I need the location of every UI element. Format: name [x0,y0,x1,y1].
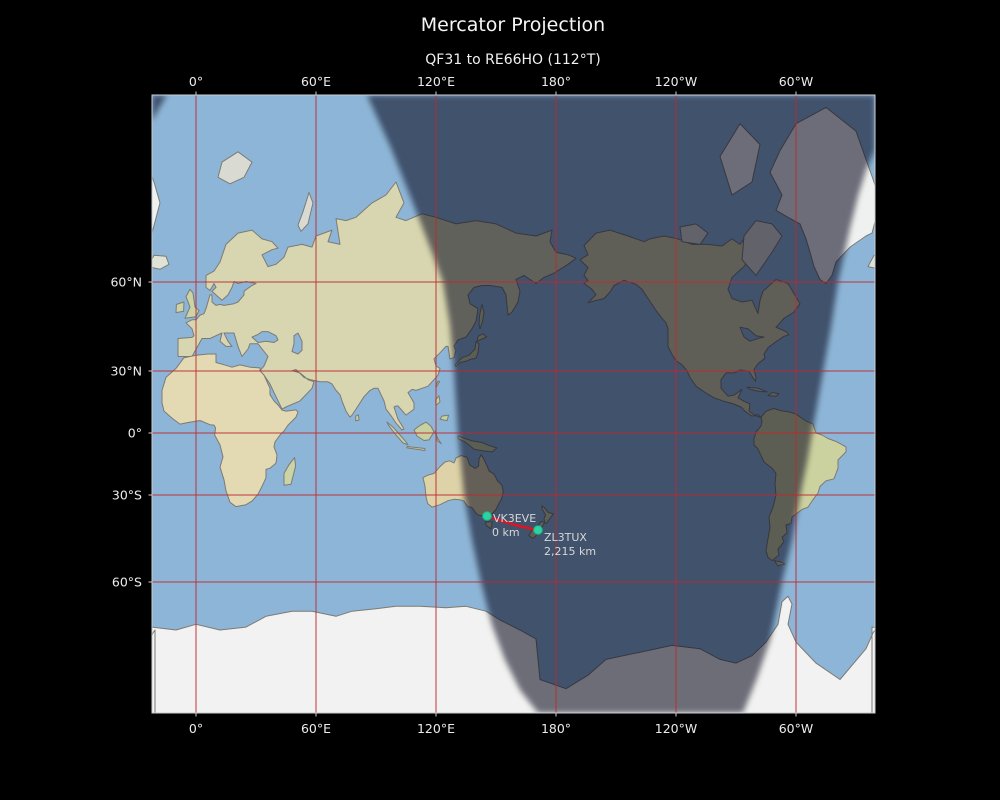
left-tick-label: 60°S [112,575,142,590]
bottom-tick-label: 60°E [301,721,331,736]
left-tick-label: 30°N [110,364,142,379]
top-tick-label: 60°W [779,74,814,89]
left-tick-label: 0° [128,426,142,441]
land-mindanao [439,414,450,422]
station-callsign-label: VK3EVE [493,512,536,525]
land-borneo [413,421,435,441]
land-iceland [152,254,875,270]
station-distance-label: 2,215 km [544,545,596,558]
figure-subtitle: QF31 to RE66HO (112°T) [425,52,601,68]
lake-caspian-sea [291,332,303,355]
top-tick-label: 180° [541,74,571,89]
land-ireland [175,301,185,314]
station-marker-vk3eve [482,511,492,521]
bottom-tick-label: 60°W [779,721,814,736]
left-tick-label: 30°S [112,488,142,503]
lake-black-sea [251,331,279,343]
night-overlay [152,95,875,713]
land-novaya-zemlya [297,192,314,232]
figure-title: Mercator Projection [420,14,606,36]
bottom-tick-label: 180° [541,721,571,736]
land-sri-lanka [355,414,360,422]
top-tick-label: 120°E [417,74,455,89]
graticule [152,95,875,713]
top-tick-label: 0° [189,74,203,89]
left-tick-label: 60°N [110,275,142,290]
axis-labels: 0° 60°E 120°E 180° 120°W 60°W 0° 60°E 120°E 180° 1… [110,74,813,736]
top-tick-label: 120°W [655,74,697,89]
station-distance-label: 0 km [492,526,520,539]
land-java [406,446,426,451]
station-callsign-label: ZL3TUX [544,531,587,544]
station-marker-zl3tux [533,525,543,535]
top-tick-label: 60°E [301,74,331,89]
bottom-tick-label: 120°W [655,721,697,736]
land-madagascar [283,457,297,486]
bottom-tick-label: 120°E [417,721,455,736]
axis-ticks [148,91,797,717]
map-frame [151,94,876,714]
land-svalbard [217,151,253,185]
bottom-tick-label: 0° [189,721,203,736]
